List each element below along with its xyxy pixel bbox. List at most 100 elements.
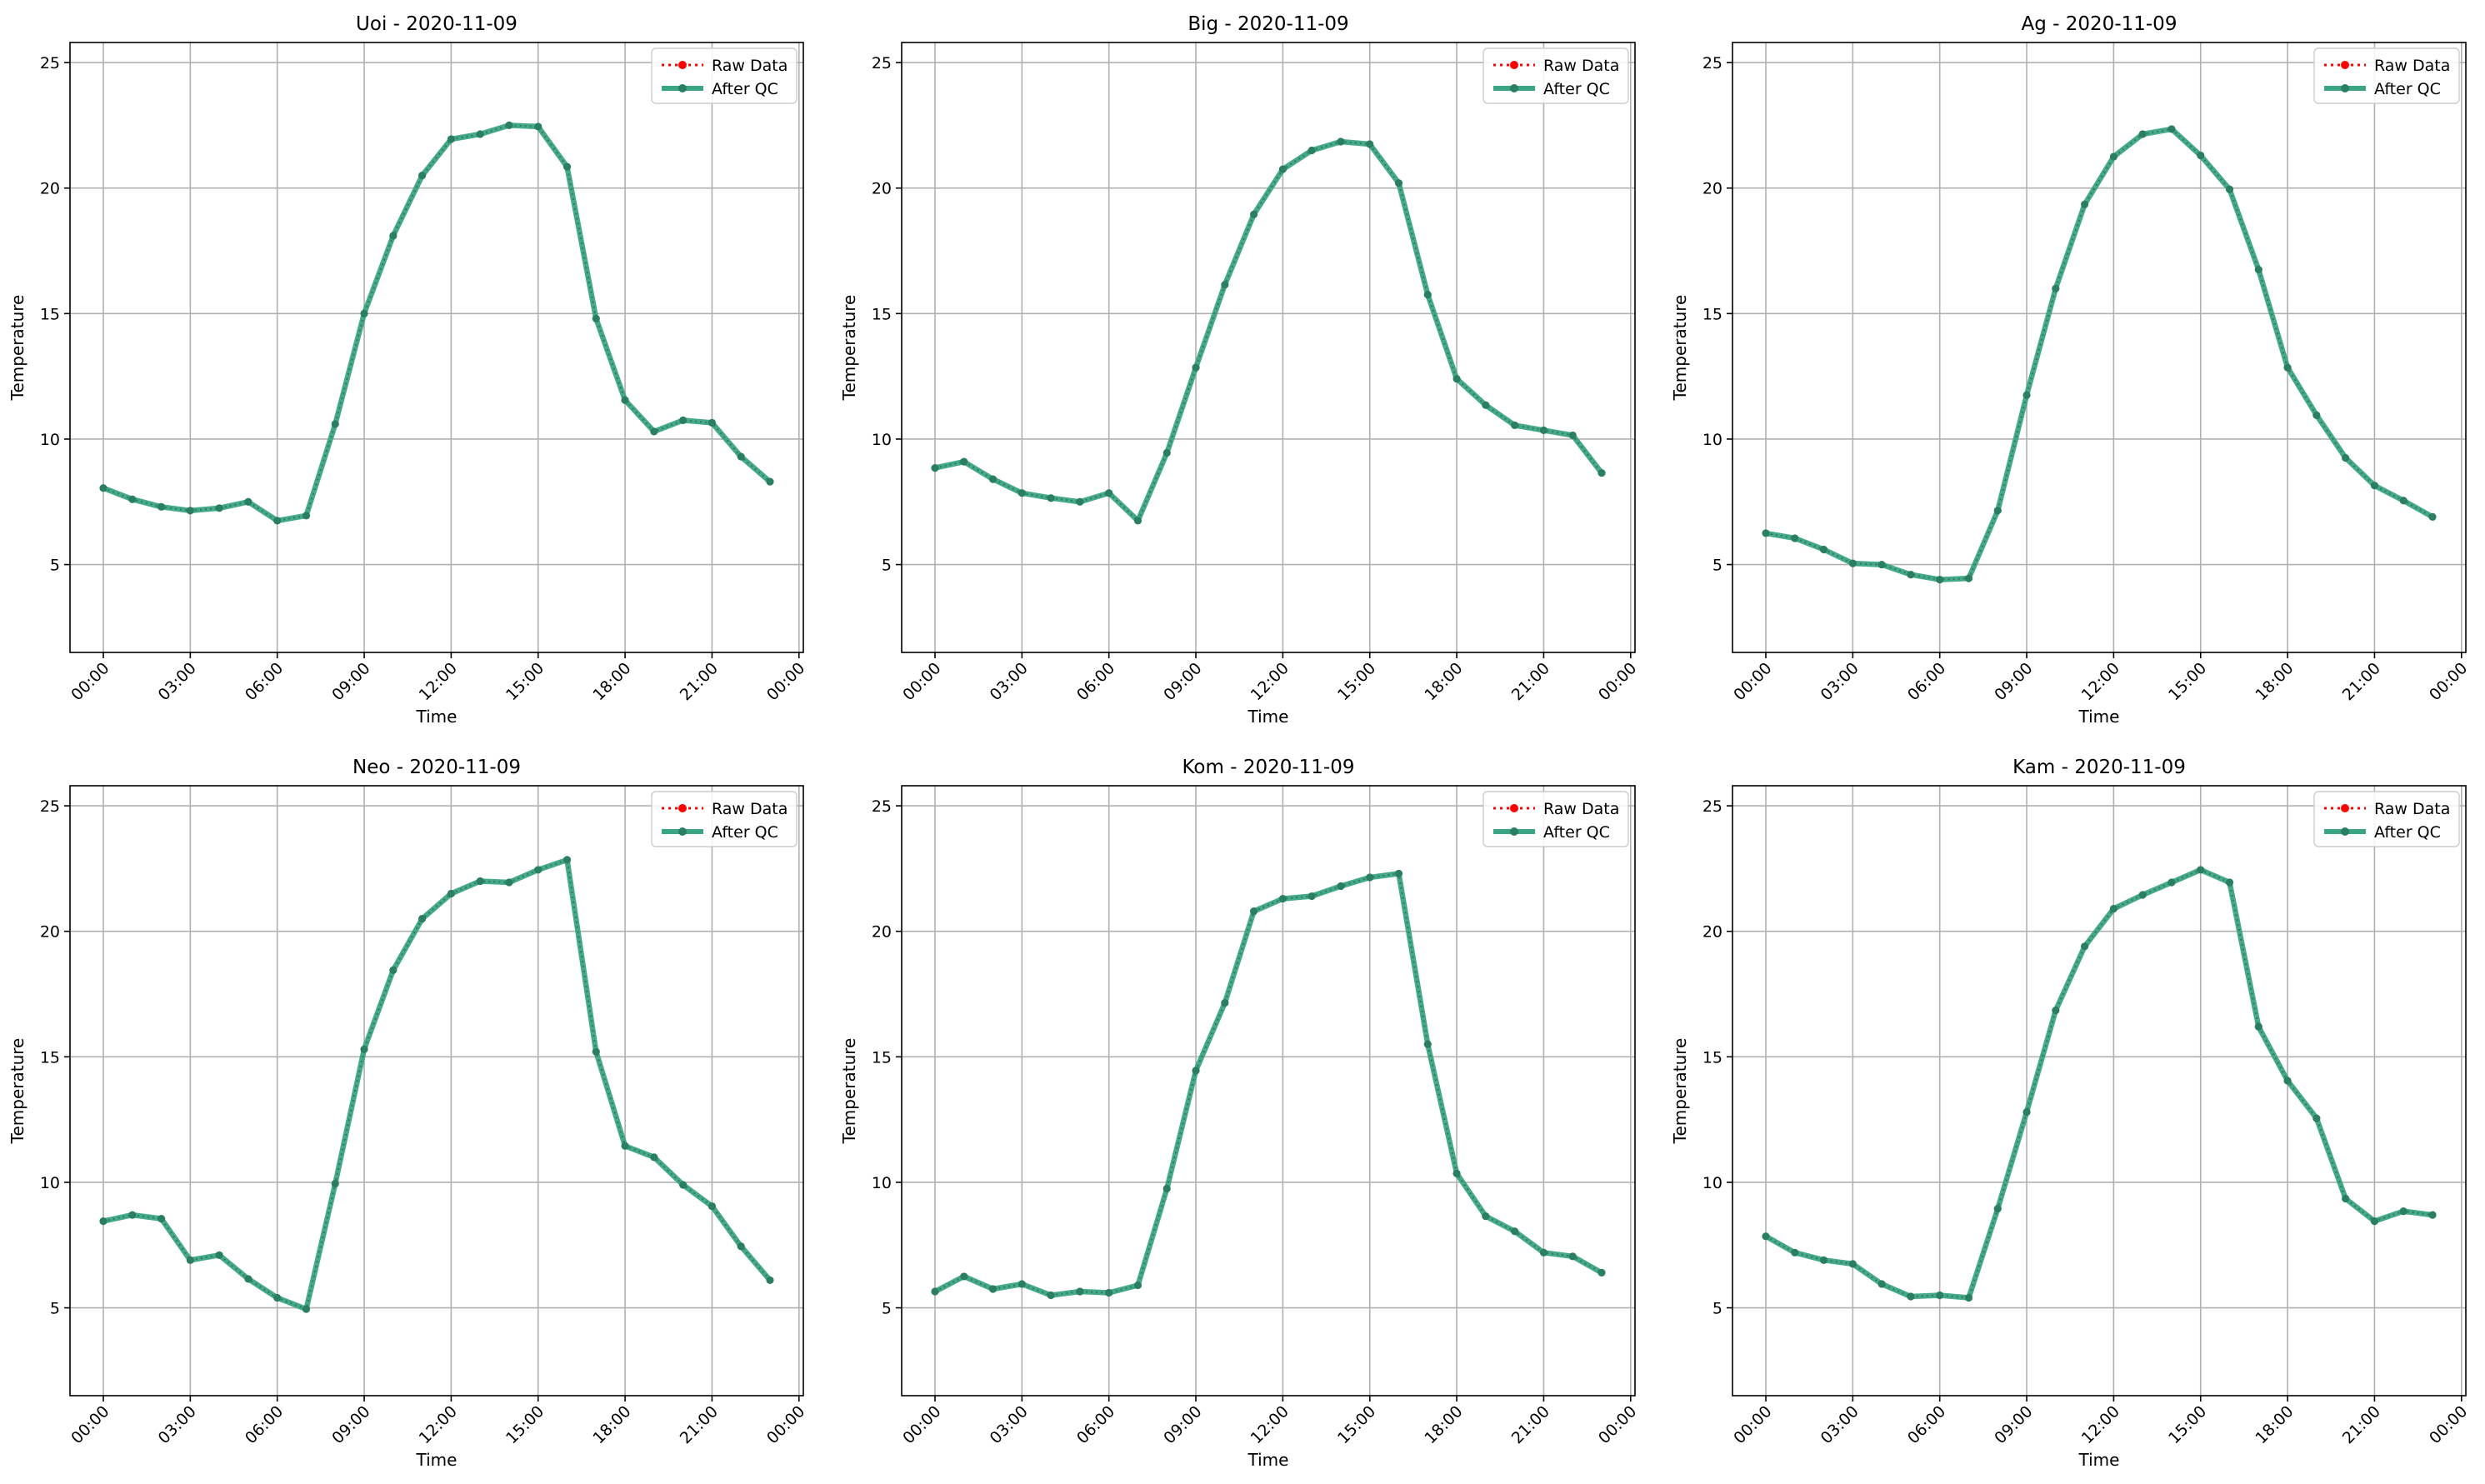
data-point: [1511, 421, 1519, 429]
data-point: [1482, 401, 1490, 409]
data-point: [244, 1275, 252, 1283]
data-point: [1076, 497, 1084, 506]
x-tick-label: 18:00: [1421, 1402, 1466, 1447]
data-point: [1133, 517, 1142, 525]
data-point: [1539, 426, 1548, 435]
data-point: [1162, 1184, 1171, 1193]
data-point: [302, 1305, 311, 1313]
data-point: [1394, 869, 1403, 878]
legend-raw-marker: [2341, 61, 2349, 69]
legend-qc-marker: [1510, 84, 1518, 92]
data-point: [1848, 1260, 1857, 1268]
data-point: [360, 309, 368, 317]
x-axis-label: Time: [2078, 707, 2120, 727]
data-point: [931, 1287, 939, 1296]
legend-qc-marker: [1510, 827, 1518, 836]
data-point: [562, 162, 572, 171]
data-point: [2342, 453, 2350, 462]
x-tick-label: 18:00: [2252, 659, 2297, 704]
data-point: [679, 416, 688, 424]
x-tick-label: 00:00: [68, 1402, 112, 1447]
data-point: [1192, 1067, 1200, 1075]
series-line-raw-data: [1765, 127, 2433, 581]
data-point: [476, 877, 484, 886]
axes-frame: [901, 42, 1636, 653]
y-tick-label: 5: [882, 1300, 892, 1318]
data-point: [505, 121, 513, 130]
data-point: [2022, 1108, 2031, 1117]
series-line-after-qc: [933, 871, 1603, 1298]
data-point: [592, 1047, 600, 1056]
data-point: [1791, 1248, 1799, 1257]
data-point: [1539, 1248, 1548, 1257]
y-axis-label: Temperature: [1670, 295, 1690, 402]
y-tick-label: 10: [40, 1174, 60, 1192]
series-line-raw-data: [934, 140, 1602, 522]
data-point: [960, 1272, 968, 1281]
series-line-raw-data: [102, 124, 771, 522]
x-tick-label: 00:00: [763, 659, 808, 704]
data-point: [2052, 284, 2060, 292]
y-tick-label: 15: [40, 305, 60, 323]
data-point: [476, 130, 484, 138]
x-tick-label: 03:00: [1818, 1402, 1862, 1447]
x-tick-label: 09:00: [1160, 1402, 1205, 1447]
y-axis-label: Temperature: [1670, 1038, 1690, 1145]
data-point: [389, 232, 398, 240]
data-point: [447, 135, 455, 143]
data-point: [1762, 1232, 1770, 1241]
chart-panel-3: 5 10 15 20 25 00:00 03:00 06:00 09:00 12:00 15:00 1…: [1670, 13, 2471, 727]
data-point: [2283, 363, 2292, 372]
legend-raw-marker: [1510, 61, 1518, 69]
legend-raw-marker: [2341, 804, 2349, 812]
data-point: [99, 484, 108, 492]
data-point: [737, 452, 745, 461]
data-point: [2022, 391, 2031, 399]
data-point: [273, 1293, 282, 1302]
x-tick-label: 21:00: [1508, 1402, 1553, 1447]
legend-raw-label: Raw Data: [712, 800, 788, 818]
data-point: [331, 420, 339, 428]
x-tick-label: 00:00: [1595, 659, 1640, 704]
x-tick-label: 06:00: [242, 1402, 287, 1447]
x-tick-label: 00:00: [2426, 1402, 2471, 1447]
legend-raw-marker: [678, 804, 687, 812]
legend-raw-label: Raw Data: [712, 57, 788, 75]
x-tick-label: 21:00: [677, 1402, 722, 1447]
y-tick-label: 10: [1702, 431, 1722, 449]
y-tick-label: 10: [40, 431, 60, 449]
legend-qc-marker: [2341, 827, 2349, 836]
data-point: [708, 1202, 717, 1211]
data-point: [1598, 469, 1606, 477]
legend-qc-label: After QC: [712, 80, 778, 98]
data-point: [1452, 1169, 1461, 1178]
x-tick-label: 12:00: [2078, 659, 2123, 704]
data-point: [1221, 998, 1229, 1007]
data-point: [1250, 907, 1258, 916]
data-point: [1511, 1227, 1519, 1236]
x-tick-label: 15:00: [1334, 1402, 1379, 1447]
y-tick-label: 10: [872, 431, 892, 449]
data-point: [215, 504, 223, 512]
y-axis-label: Temperature: [839, 295, 859, 402]
data-point: [1337, 882, 1345, 891]
data-point: [273, 517, 282, 525]
y-tick-label: 20: [40, 180, 60, 198]
x-tick-label: 00:00: [763, 1402, 808, 1447]
y-tick-label: 20: [872, 180, 892, 198]
x-tick-label: 12:00: [2078, 1402, 2123, 1447]
chart-title: Neo - 2020-11-09: [352, 757, 521, 778]
data-point: [1482, 1212, 1490, 1221]
data-point: [244, 497, 252, 506]
chart-panel-1: 5 10 15 20 25 00:00 03:00 06:00 09:00 12:00 15:00 1…: [8, 13, 808, 727]
data-point: [1366, 873, 1374, 882]
x-tick-label: 03:00: [1818, 659, 1862, 704]
legend-raw-label: Raw Data: [1543, 800, 1619, 818]
x-tick-label: 12:00: [416, 659, 461, 704]
x-tick-label: 09:00: [1160, 659, 1205, 704]
y-tick-label: 15: [872, 305, 892, 323]
y-tick-label: 15: [1702, 305, 1722, 323]
legend-qc-marker: [678, 84, 687, 92]
legend: Raw Data After QC: [651, 791, 798, 847]
data-point: [1568, 431, 1577, 440]
